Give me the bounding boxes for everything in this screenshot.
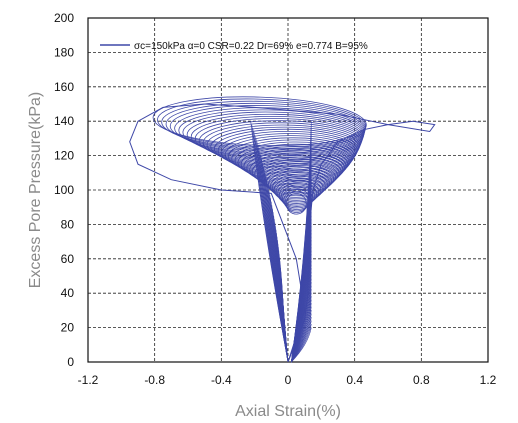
cycle-loop xyxy=(152,96,367,146)
y-tick-label: 140 xyxy=(54,114,74,128)
stem-cycle xyxy=(250,121,312,363)
y-tick-label: 0 xyxy=(67,355,74,369)
y-tick-label: 80 xyxy=(61,217,75,231)
x-axis-title: Axial Strain(%) xyxy=(235,403,341,420)
y-tick-label: 20 xyxy=(61,321,75,335)
x-tick-label: -0.8 xyxy=(144,373,165,387)
y-tick-label: 200 xyxy=(54,11,74,25)
y-tick-label: 160 xyxy=(54,80,74,94)
x-tick-label: -1.2 xyxy=(78,373,99,387)
legend-label: σc=150kPa α=0 CSR=0.22 Dr=69% e=0.774 B=… xyxy=(134,41,368,52)
y-tick-label: 180 xyxy=(54,45,74,59)
x-tick-label: 0.4 xyxy=(346,373,363,387)
y-axis-title: Excess Pore Pressure(kPa) xyxy=(27,92,44,289)
x-tick-label: 0.8 xyxy=(413,373,430,387)
x-tick-label: 1.2 xyxy=(480,373,497,387)
y-tick-label: 40 xyxy=(61,286,75,300)
x-tick-label: 0 xyxy=(285,373,292,387)
legend: σc=150kPa α=0 CSR=0.22 Dr=69% e=0.774 B=… xyxy=(100,41,368,52)
y-tick-label: 120 xyxy=(54,149,74,163)
y-tick-label: 100 xyxy=(54,183,74,197)
y-tick-label: 60 xyxy=(61,252,75,266)
x-tick-label: -0.4 xyxy=(211,373,232,387)
plot-area: -1.2 -0.8 -0.4 0 0.4 0.8 1.2 0 20 40 60 80 100 120 140… xyxy=(54,11,497,387)
